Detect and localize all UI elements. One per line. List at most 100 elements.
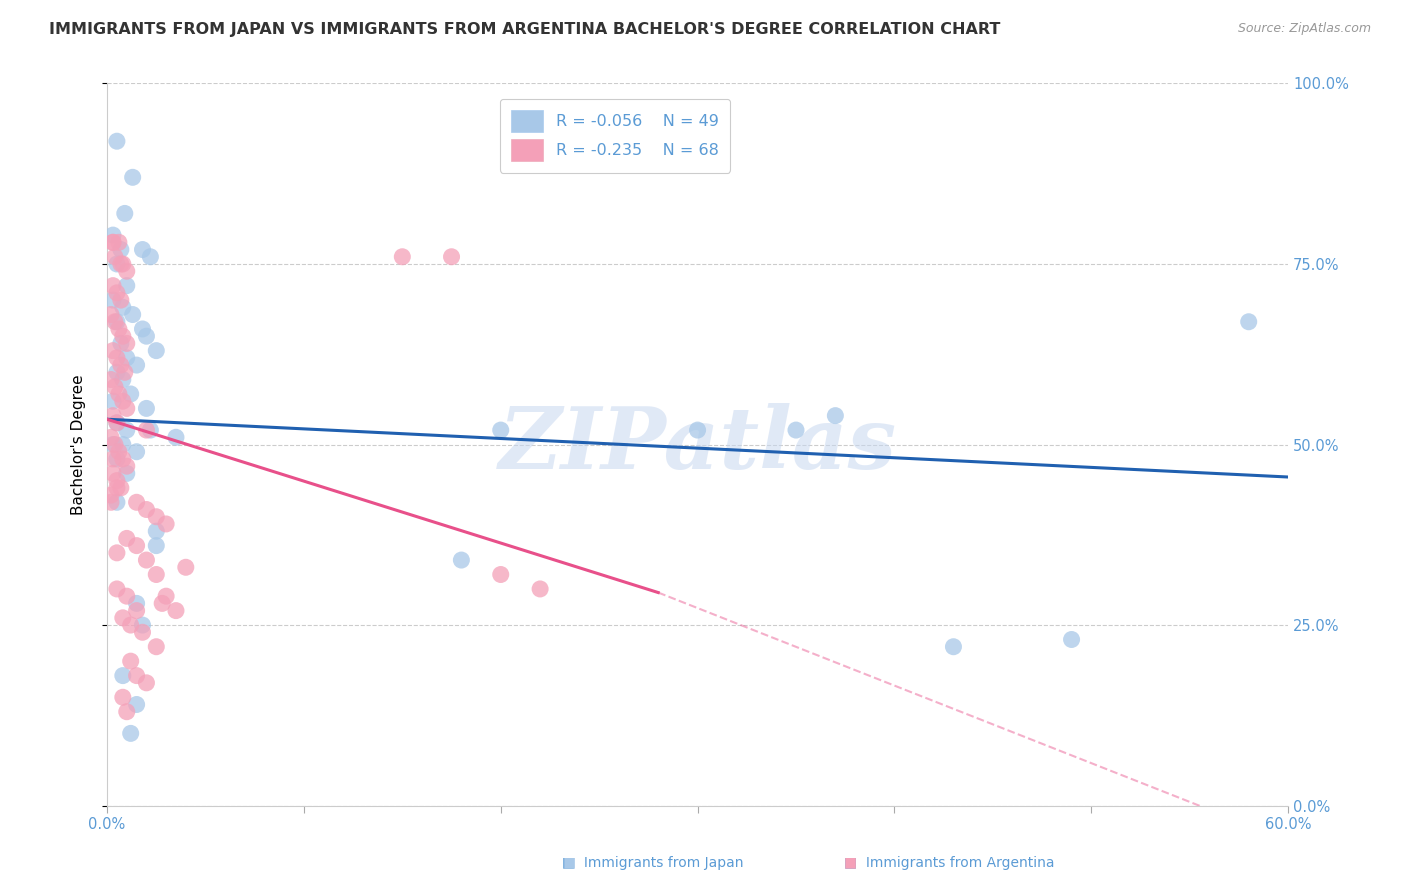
Point (489, 423, 512, 437)
Point (125, 596, 148, 610)
Point (135, 553, 157, 567)
Point (121, 170, 143, 185)
Point (101, 394, 124, 409)
Point (125, 604, 148, 618)
Point (139, 423, 162, 437)
Point (110, 336, 132, 351)
Point (155, 589, 177, 603)
Point (104, 437, 127, 451)
Point (115, 336, 138, 351)
Point (165, 604, 187, 618)
Point (125, 698, 148, 712)
Point (135, 423, 157, 437)
Point (131, 243, 153, 257)
Point (100, 488, 122, 502)
Point (105, 495, 128, 509)
Point (108, 387, 131, 401)
Point (135, 502, 157, 516)
Legend: R = -0.056    N = 49, R = -0.235    N = 68: R = -0.056 N = 49, R = -0.235 N = 68 (501, 99, 730, 172)
Point (135, 329, 157, 343)
Point (450, 553, 472, 567)
Point (111, 437, 134, 451)
Point (104, 250, 127, 264)
Point (111, 668, 134, 682)
Point (145, 343, 167, 358)
Point (101, 278, 124, 293)
Point (110, 257, 132, 271)
Point (105, 257, 128, 271)
Point (145, 509, 167, 524)
Point (100, 495, 122, 509)
Point (111, 394, 134, 409)
Point (115, 264, 138, 278)
Point (105, 546, 128, 560)
Point (115, 423, 138, 437)
Text: IMMIGRANTS FROM JAPAN VS IMMIGRANTS FROM ARGENTINA BACHELOR'S DEGREE CORRELATION: IMMIGRANTS FROM JAPAN VS IMMIGRANTS FROM… (49, 22, 1001, 37)
Point (120, 618, 142, 632)
Point (108, 322, 131, 336)
Point (115, 532, 138, 546)
Point (125, 539, 148, 553)
Point (125, 495, 148, 509)
Point (101, 467, 124, 481)
Point (111, 372, 134, 386)
Point (686, 423, 709, 437)
Point (115, 705, 138, 719)
Point (101, 293, 124, 307)
Point (110, 358, 132, 372)
Point (125, 358, 148, 372)
Point (104, 315, 127, 329)
Point (105, 416, 128, 430)
Point (440, 250, 463, 264)
Point (131, 322, 153, 336)
Point (111, 452, 134, 467)
Point (101, 343, 124, 358)
Point (489, 567, 512, 582)
Point (111, 690, 134, 705)
Point (105, 582, 128, 596)
Point (145, 524, 167, 538)
Point (105, 315, 128, 329)
Text: Source: ZipAtlas.com: Source: ZipAtlas.com (1237, 22, 1371, 36)
Point (111, 329, 134, 343)
Point (1060, 632, 1083, 647)
Point (135, 401, 157, 416)
Point (139, 250, 162, 264)
Point (101, 409, 124, 423)
Point (114, 206, 136, 220)
Point (125, 444, 148, 458)
Point (1237, 315, 1260, 329)
Point (105, 351, 128, 365)
Y-axis label: Bachelor's Degree: Bachelor's Degree (72, 375, 86, 515)
Point (115, 401, 138, 416)
Point (105, 474, 128, 488)
Point (145, 567, 167, 582)
Point (131, 625, 153, 640)
Text: ■  Immigrants from Japan: ■ Immigrants from Japan (562, 855, 744, 870)
Point (111, 301, 134, 315)
Point (114, 365, 136, 379)
Point (101, 235, 124, 250)
Point (120, 387, 142, 401)
Text: ZIPatlas: ZIPatlas (499, 403, 897, 486)
Point (115, 589, 138, 603)
Point (110, 293, 132, 307)
Point (174, 560, 197, 574)
Point (101, 228, 124, 243)
Point (108, 444, 131, 458)
Point (100, 372, 122, 386)
Point (110, 481, 132, 495)
Point (135, 676, 157, 690)
Point (111, 257, 134, 271)
Point (165, 430, 187, 444)
Text: ■: ■ (562, 855, 575, 870)
Point (100, 308, 122, 322)
Point (131, 618, 153, 632)
Point (105, 134, 128, 148)
Point (115, 459, 138, 474)
Point (100, 430, 122, 444)
Point (105, 452, 128, 467)
Point (115, 278, 138, 293)
Text: ■: ■ (844, 855, 856, 870)
Point (120, 726, 142, 740)
